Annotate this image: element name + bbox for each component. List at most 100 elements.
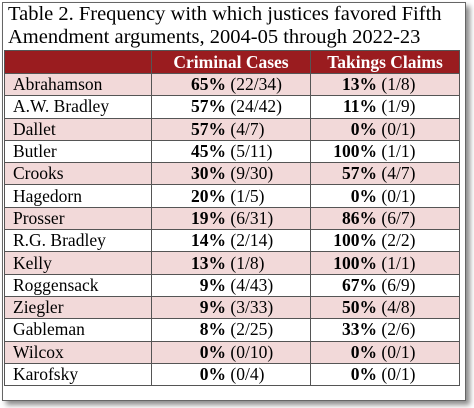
criminal-cases-cell: 13% (1/8) (151, 251, 311, 275)
criminal-fraction: (0/4) (230, 364, 265, 384)
criminal-cases-cell: 0% (0/4) (151, 362, 311, 387)
takings-claims-cell: 67% (6/9) (310, 273, 460, 297)
justice-name: Wilcox (4, 340, 152, 364)
criminal-pct: 0% (199, 364, 226, 384)
criminal-pct: 20% (191, 185, 226, 206)
takings-fraction: (0/1) (381, 341, 416, 362)
takings-claims-cell: 57% (4/7) (310, 162, 460, 186)
takings-fraction: (4/8) (381, 297, 416, 318)
header-justice (4, 50, 152, 74)
criminal-pct: 14% (191, 230, 226, 251)
criminal-cases-cell: 20% (1/5) (151, 184, 311, 208)
criminal-fraction: (4/7) (230, 118, 265, 139)
criminal-fraction: (5/11) (230, 141, 273, 162)
takings-claims-cell: 100% (1/1) (310, 251, 460, 275)
table-row: Abrahamson 65% (22/34) 13% (1/8) (4, 72, 460, 97)
takings-claims-cell: 100% (1/1) (310, 139, 460, 164)
table-row: Wilcox 0% (0/10) 0% (0/1) (4, 340, 460, 364)
table-row: Karofsky 0% (0/4) 0% (0/1) (4, 362, 460, 387)
frequency-table: Criminal Cases Takings Claims Abrahamson… (4, 50, 460, 387)
takings-fraction: (0/1) (381, 185, 416, 206)
justice-name: Butler (4, 139, 152, 164)
justice-name: Ziegler (4, 295, 152, 320)
criminal-cases-cell: 14% (2/14) (151, 229, 311, 253)
takings-pct: 57% (342, 163, 377, 184)
table-row: Crooks 30% (9/30) 57% (4/7) (4, 162, 460, 186)
takings-claims-cell: 100% (2/2) (310, 229, 460, 253)
caption-line-1: Table 2. Frequency with which justices f… (8, 3, 442, 25)
table-row: Dallet 57% (4/7) 0% (0/1) (4, 117, 460, 141)
takings-claims-cell: 0% (0/1) (310, 184, 460, 208)
criminal-cases-cell: 9% (4/43) (151, 273, 311, 297)
justice-name: Prosser (4, 206, 152, 231)
takings-claims-cell: 0% (0/1) (310, 340, 460, 364)
criminal-fraction: (0/10) (230, 341, 274, 362)
caption-line-2: Amendment arguments, 2004-05 through 202… (8, 26, 421, 48)
justice-name: Kelly (4, 251, 152, 275)
takings-pct: 13% (342, 74, 377, 95)
takings-pct: 0% (350, 341, 377, 362)
justice-name: Roggensack (4, 273, 152, 297)
justice-name: Gableman (4, 318, 152, 342)
criminal-pct: 13% (191, 252, 226, 273)
criminal-fraction: (4/43) (230, 274, 274, 295)
justice-name: Abrahamson (4, 72, 152, 97)
criminal-fraction: (1/8) (230, 252, 265, 273)
table-row: Hagedorn 20% (1/5) 0% (0/1) (4, 184, 460, 208)
table-row: R.G. Bradley 14% (2/14) 100% (2/2) (4, 229, 460, 253)
criminal-cases-cell: 8% (2/25) (151, 318, 311, 342)
takings-pct: 86% (342, 207, 377, 228)
takings-claims-cell: 11% (1/9) (310, 95, 460, 119)
takings-fraction: (1/8) (381, 74, 416, 95)
takings-claims-cell: 50% (4/8) (310, 295, 460, 320)
table-row: Prosser 19% (6/31) 86% (6/7) (4, 206, 460, 231)
takings-pct: 50% (342, 297, 377, 318)
criminal-pct: 8% (199, 319, 226, 340)
header-row: Criminal Cases Takings Claims (4, 50, 460, 74)
table-row: Butler 45% (5/11) 100% (1/1) (4, 139, 460, 164)
takings-pct: 33% (342, 319, 377, 340)
table-row: A.W. Bradley 57% (24/42) 11% (1/9) (4, 95, 460, 119)
criminal-fraction: (24/42) (230, 96, 282, 117)
takings-pct: 0% (350, 185, 377, 206)
criminal-cases-cell: 57% (24/42) (151, 95, 311, 119)
justice-name: A.W. Bradley (4, 95, 152, 119)
takings-pct: 0% (350, 364, 377, 384)
takings-pct: 0% (350, 118, 377, 139)
takings-pct: 67% (342, 274, 377, 295)
takings-claims-cell: 0% (0/1) (310, 117, 460, 141)
table-row: Kelly 13% (1/8) 100% (1/1) (4, 251, 460, 275)
criminal-cases-cell: 65% (22/34) (151, 72, 311, 97)
criminal-fraction: (6/31) (230, 207, 274, 228)
takings-pct: 100% (333, 252, 377, 273)
takings-claims-cell: 86% (6/7) (310, 206, 460, 231)
takings-pct: 100% (333, 230, 377, 251)
criminal-pct: 9% (199, 297, 226, 318)
header-criminal-cases: Criminal Cases (151, 50, 311, 74)
takings-fraction: (1/1) (381, 141, 416, 162)
criminal-pct: 30% (191, 163, 226, 184)
takings-pct: 11% (342, 96, 377, 117)
criminal-pct: 65% (191, 74, 226, 95)
criminal-cases-cell: 45% (5/11) (151, 139, 311, 164)
table-row: Ziegler 9% (3/33) 50% (4/8) (4, 295, 460, 320)
justice-name: R.G. Bradley (4, 229, 152, 253)
takings-claims-cell: 0% (0/1) (310, 362, 460, 387)
criminal-cases-cell: 57% (4/7) (151, 117, 311, 141)
criminal-pct: 0% (199, 341, 226, 362)
takings-fraction: (1/1) (381, 252, 416, 273)
takings-fraction: (2/6) (381, 319, 416, 340)
criminal-cases-cell: 30% (9/30) (151, 162, 311, 186)
takings-fraction: (1/9) (381, 96, 416, 117)
criminal-pct: 9% (199, 274, 226, 295)
takings-fraction: (6/9) (381, 274, 416, 295)
takings-fraction: (6/7) (381, 207, 416, 228)
criminal-cases-cell: 9% (3/33) (151, 295, 311, 320)
takings-claims-cell: 33% (2/6) (310, 318, 460, 342)
criminal-pct: 57% (191, 118, 226, 139)
takings-fraction: (0/1) (381, 118, 416, 139)
criminal-fraction: (22/34) (230, 74, 282, 95)
criminal-pct: 45% (191, 141, 226, 162)
justice-name: Crooks (4, 162, 152, 186)
takings-fraction: (4/7) (381, 163, 416, 184)
